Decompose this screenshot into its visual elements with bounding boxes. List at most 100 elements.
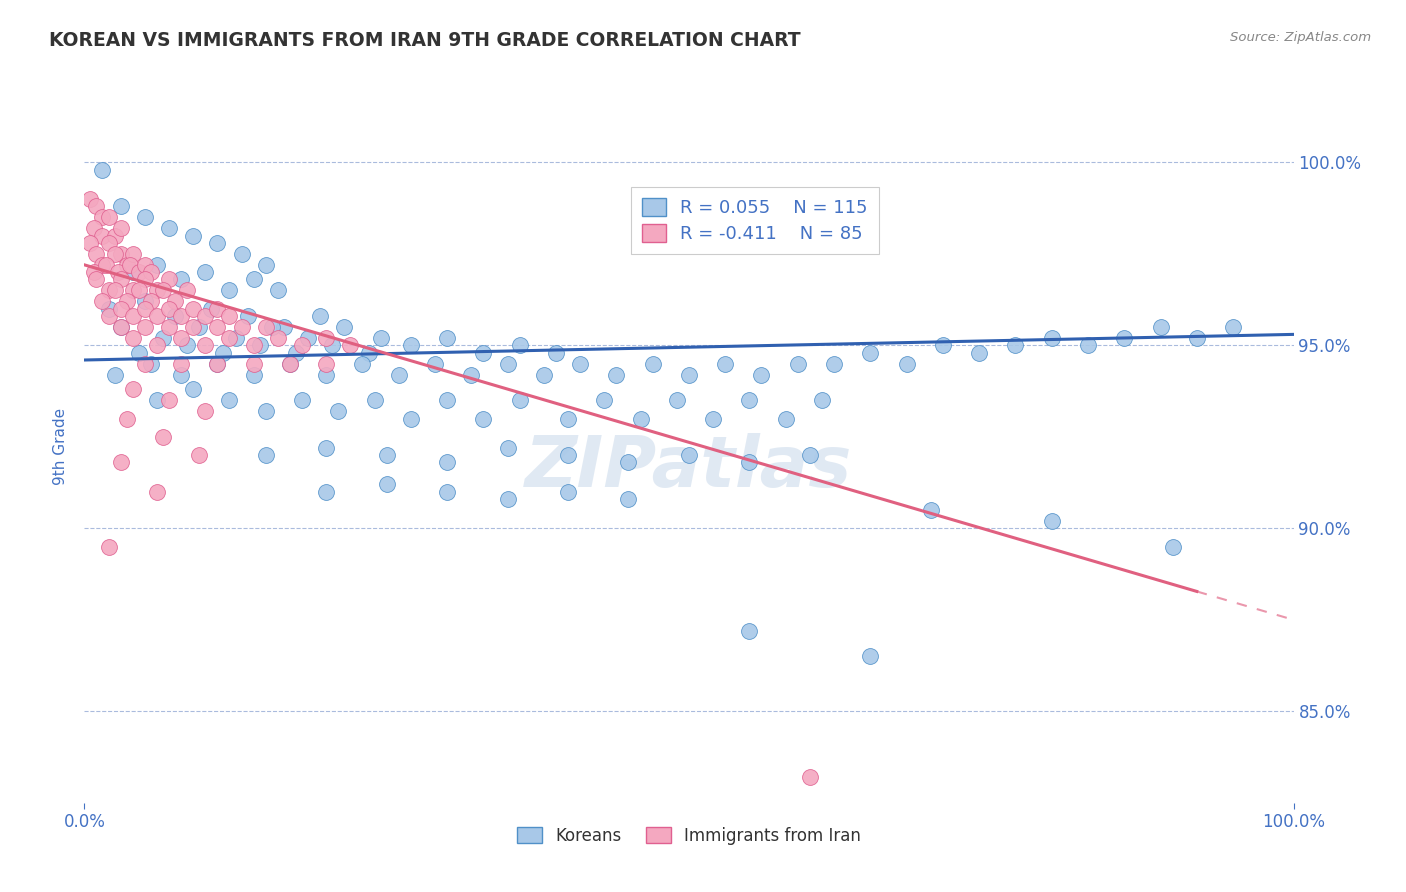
Point — [309, 309, 332, 323]
Point — [896, 357, 918, 371]
Point — [254, 448, 277, 462]
Point — [91, 258, 114, 272]
Point — [472, 345, 495, 359]
Legend: Koreans, Immigrants from Iran: Koreans, Immigrants from Iran — [510, 821, 868, 852]
Point — [194, 338, 217, 352]
Point — [97, 301, 120, 316]
Point — [328, 404, 350, 418]
Point — [496, 357, 519, 371]
Point — [509, 393, 531, 408]
Point — [859, 345, 882, 359]
Point — [569, 357, 592, 371]
Point — [1222, 320, 1244, 334]
Point — [273, 320, 295, 334]
Point — [738, 393, 761, 408]
Point — [436, 455, 458, 469]
Point — [128, 345, 150, 359]
Point — [1161, 540, 1184, 554]
Y-axis label: 9th Grade: 9th Grade — [53, 408, 69, 484]
Point — [115, 294, 138, 309]
Point — [104, 228, 127, 243]
Point — [254, 404, 277, 418]
Point — [333, 320, 356, 334]
Point — [207, 320, 229, 334]
Point — [370, 331, 392, 345]
Point — [557, 448, 579, 462]
Point — [714, 357, 737, 371]
Point — [967, 345, 990, 359]
Point — [1149, 320, 1171, 334]
Point — [225, 331, 247, 345]
Point — [86, 247, 108, 261]
Point — [236, 309, 259, 323]
Point — [315, 331, 337, 345]
Point — [157, 320, 180, 334]
Point — [83, 265, 105, 279]
Point — [775, 411, 797, 425]
Point — [157, 272, 180, 286]
Point — [218, 309, 240, 323]
Point — [146, 393, 169, 408]
Point — [811, 393, 834, 408]
Point — [86, 199, 108, 213]
Point — [121, 284, 143, 298]
Point — [121, 309, 143, 323]
Point — [121, 382, 143, 396]
Point — [134, 294, 156, 309]
Point — [1040, 514, 1063, 528]
Point — [152, 430, 174, 444]
Point — [181, 320, 204, 334]
Point — [97, 540, 120, 554]
Point — [110, 301, 132, 316]
Point — [786, 357, 808, 371]
Point — [181, 301, 204, 316]
Point — [157, 301, 180, 316]
Point — [170, 357, 193, 371]
Point — [188, 320, 211, 334]
Point — [176, 284, 198, 298]
Point — [496, 441, 519, 455]
Point — [110, 272, 132, 286]
Point — [242, 338, 264, 352]
Point — [218, 393, 240, 408]
Point — [1004, 338, 1026, 352]
Point — [91, 211, 114, 225]
Point — [321, 338, 343, 352]
Point — [110, 247, 132, 261]
Point — [285, 345, 308, 359]
Point — [751, 368, 773, 382]
Point — [97, 235, 120, 250]
Point — [557, 411, 579, 425]
Point — [242, 272, 264, 286]
Point — [170, 272, 193, 286]
Point — [260, 320, 283, 334]
Point — [207, 357, 229, 371]
Point — [181, 382, 204, 396]
Point — [110, 221, 132, 235]
Point — [146, 309, 169, 323]
Point — [823, 357, 845, 371]
Point — [207, 235, 229, 250]
Point — [297, 331, 319, 345]
Point — [134, 301, 156, 316]
Point — [388, 368, 411, 382]
Point — [375, 448, 398, 462]
Point — [799, 770, 821, 784]
Point — [176, 338, 198, 352]
Point — [157, 393, 180, 408]
Point — [79, 192, 101, 206]
Point — [1185, 331, 1208, 345]
Point — [315, 368, 337, 382]
Point — [702, 411, 724, 425]
Point — [533, 368, 555, 382]
Point — [218, 331, 240, 345]
Point — [267, 331, 290, 345]
Point — [157, 221, 180, 235]
Point — [218, 284, 240, 298]
Point — [94, 258, 117, 272]
Point — [165, 309, 187, 323]
Point — [460, 368, 482, 382]
Point — [121, 265, 143, 279]
Point — [436, 484, 458, 499]
Point — [170, 368, 193, 382]
